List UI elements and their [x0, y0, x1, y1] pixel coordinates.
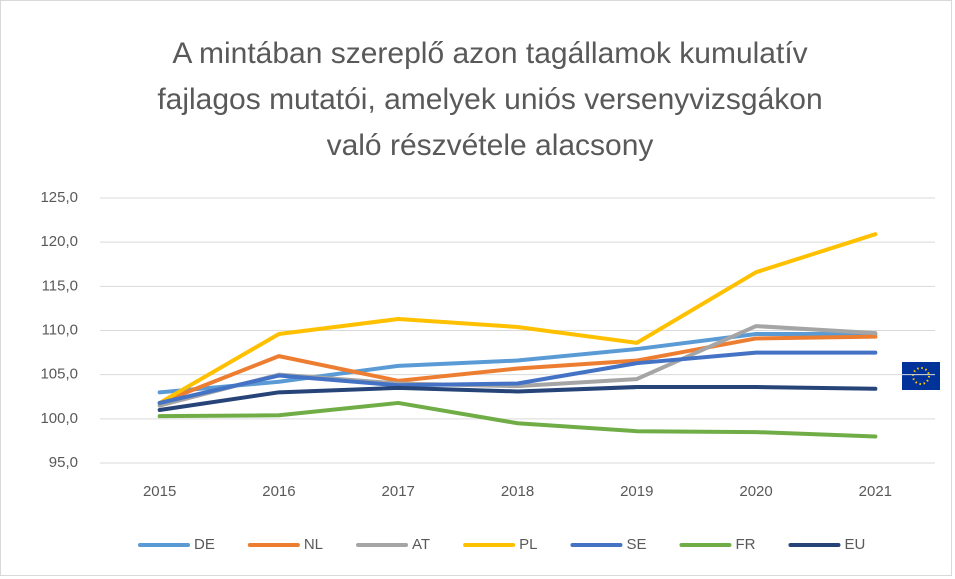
chart-title: A mintában szereplő azon tagállamok kumu…	[172, 37, 807, 70]
x-tick-label: 2016	[262, 483, 295, 500]
x-tick-label: 2018	[501, 483, 534, 500]
legend-label: DE	[194, 536, 215, 553]
legend-label: SE	[626, 536, 646, 553]
y-tick-label: 120,0	[40, 233, 78, 250]
series-line	[157, 232, 878, 405]
y-tick-label: 95,0	[49, 454, 78, 471]
legend-label: PL	[519, 536, 537, 553]
series-line	[157, 334, 878, 405]
y-tick-label: 100,0	[40, 410, 78, 427]
x-tick-label: 2019	[620, 483, 653, 500]
legend-label: NL	[304, 536, 323, 553]
y-tick-label: 115,0	[42, 277, 78, 294]
series-line	[157, 385, 878, 412]
x-tick-label: 2020	[739, 483, 772, 500]
series-line	[157, 332, 878, 395]
x-tick-label: 2021	[859, 483, 892, 500]
y-tick-label: 105,0	[40, 366, 78, 383]
legend-label: EU	[844, 536, 865, 553]
eu-flag	[902, 362, 940, 390]
chart-title: fajlagos mutatói, amelyek uniós versenyv…	[157, 83, 822, 116]
series-line	[157, 350, 878, 405]
y-tick-label: 110,0	[42, 321, 78, 338]
legend-label: AT	[412, 536, 430, 553]
chart-title: való részvétele alacsony	[327, 129, 654, 162]
series-line	[157, 400, 878, 439]
legend-label: FR	[735, 536, 755, 553]
y-tick-label: 125,0	[40, 189, 78, 206]
x-tick-label: 2017	[382, 483, 415, 500]
x-tick-label: 2015	[143, 483, 176, 500]
